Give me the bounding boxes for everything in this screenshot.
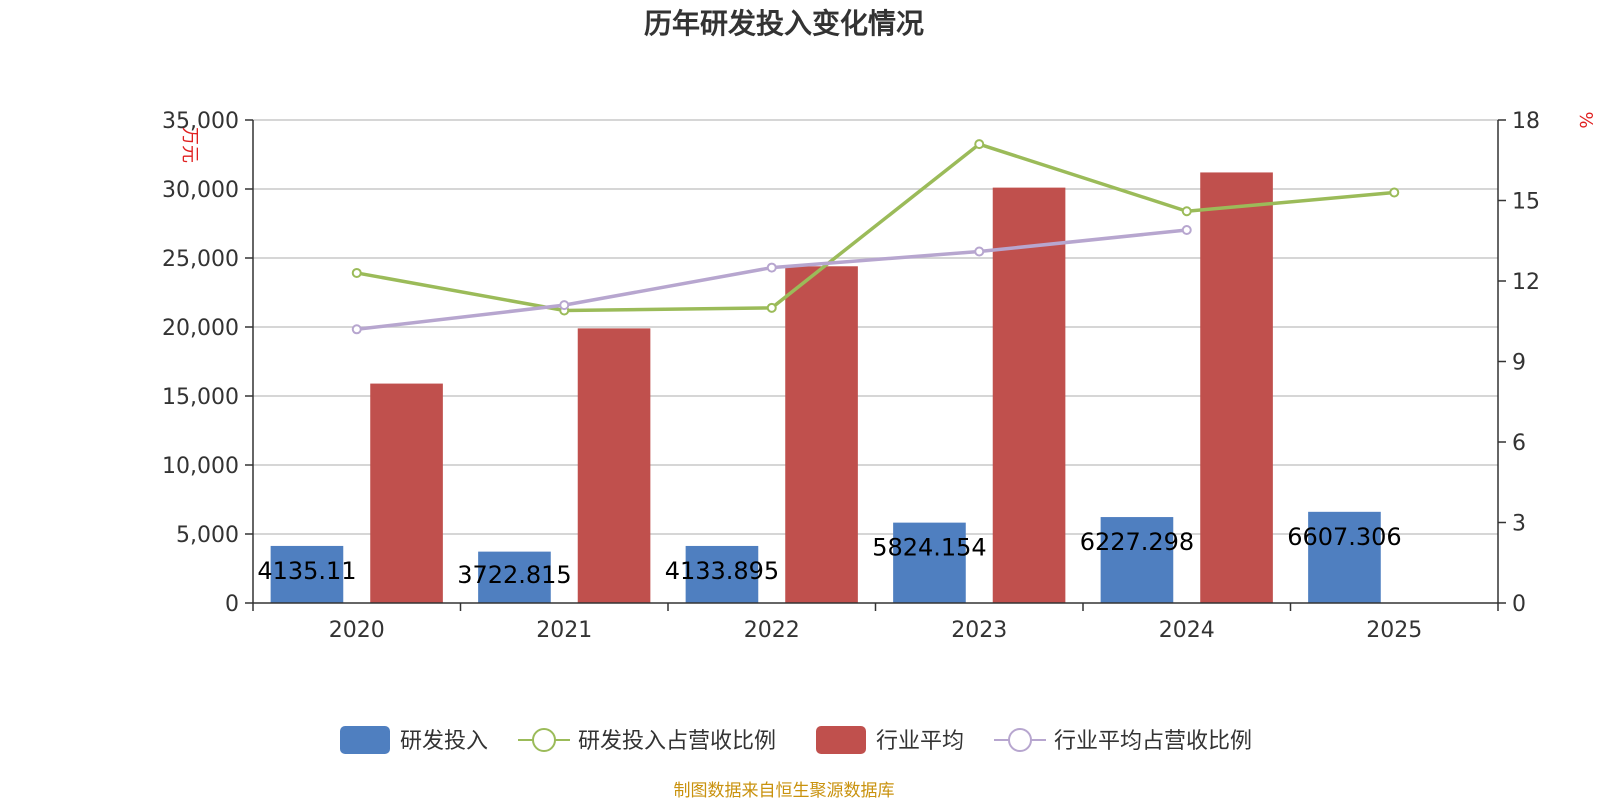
left-tick-label: 35,000 [162, 109, 239, 134]
rd-bar [270, 545, 344, 603]
industry-bar [992, 187, 1066, 603]
x-tick-label: 2024 [1159, 618, 1215, 643]
legend-rd-ratio-label: 研发投入占营收比例 [578, 729, 776, 754]
rd-bar [478, 551, 551, 603]
rd-bar-data-label: 5824.154 [872, 534, 987, 562]
right-tick-label: 0 [1512, 592, 1526, 617]
bars [270, 172, 1381, 603]
lines [351, 139, 1400, 335]
axes: 0 5,000 10,000 15,000 20,000 25,000 30,000 35,0… [162, 109, 1540, 643]
grid-lines [253, 119, 1498, 535]
right-tick-label: 15 [1512, 190, 1540, 215]
industry-ratio-point [766, 262, 777, 273]
legend-rd-ratio-swatch-marker [532, 728, 556, 752]
x-tick-label: 2025 [1366, 618, 1422, 643]
industry-ratio-point [974, 246, 985, 257]
rd-ratio-point [766, 302, 777, 313]
rd-bar-data-label: 6607.306 [1287, 523, 1402, 551]
rd-bar-data-label: 4135.11 [257, 557, 356, 585]
left-tick-label: 25,000 [162, 247, 239, 272]
left-axis-unit: 万元 [179, 127, 200, 163]
legend-industry-swatch [816, 726, 866, 754]
left-tick-label: 30,000 [162, 178, 239, 203]
rd-bar-data-label: 3722.815 [457, 561, 572, 589]
left-tick-label: 0 [225, 592, 239, 617]
legend: 研发投入 研发投入占营收比例 行业平均 行业平均占营收比例 [340, 726, 1252, 754]
right-tick-label: 6 [1512, 431, 1526, 456]
legend-rd-swatch [340, 726, 390, 754]
chart-title: 历年研发投入变化情况 [643, 7, 924, 40]
left-tick-label: 20,000 [162, 316, 239, 341]
rd-ratio-point [1389, 187, 1400, 198]
left-tick-label: 10,000 [162, 454, 239, 479]
industry-bar [370, 383, 443, 603]
rd-bar [685, 545, 759, 603]
right-tick-label: 12 [1512, 270, 1540, 295]
industry-bar [785, 266, 858, 603]
right-tick-label: 18 [1512, 109, 1540, 134]
x-tick-label: 2023 [951, 618, 1007, 643]
legend-rd-label: 研发投入 [400, 729, 488, 754]
rd-bar-data-label: 6227.298 [1080, 528, 1195, 556]
rd-bar-data-label: 4133.895 [665, 557, 780, 585]
industry-ratio-point [1181, 225, 1192, 236]
rd-bar [1308, 511, 1381, 603]
left-tick-label: 15,000 [162, 385, 239, 410]
data-source-note: 制图数据来自恒生聚源数据库 [673, 781, 895, 801]
right-axis-unit: % [1575, 111, 1596, 128]
industry-bar [577, 328, 651, 603]
x-tick-label: 2020 [329, 618, 385, 643]
industry-bar [1200, 172, 1273, 603]
industry-ratio-point [351, 324, 362, 335]
rd-ratio-line [356, 142, 1395, 313]
legend-industry-label: 行业平均 [876, 729, 964, 754]
rd-ratio-point [351, 267, 362, 278]
left-tick-label: 5,000 [176, 523, 239, 548]
legend-industry-ratio-label: 行业平均占营收比例 [1054, 729, 1252, 754]
bar-data-labels: 4135.11 3722.815 4133.895 5824.154 6227.298 6… [257, 523, 1401, 589]
rd-bar [1100, 517, 1174, 603]
x-tick-label: 2022 [744, 618, 800, 643]
legend-industry-ratio-swatch-marker [1008, 728, 1032, 752]
rd-bar [893, 522, 966, 603]
x-tick-label: 2021 [536, 618, 592, 643]
rd-ratio-point [1181, 206, 1192, 217]
rd-ratio-point [974, 139, 985, 150]
right-tick-label: 3 [1512, 512, 1526, 537]
industry-ratio-point [559, 300, 570, 311]
right-tick-label: 9 [1512, 351, 1526, 376]
